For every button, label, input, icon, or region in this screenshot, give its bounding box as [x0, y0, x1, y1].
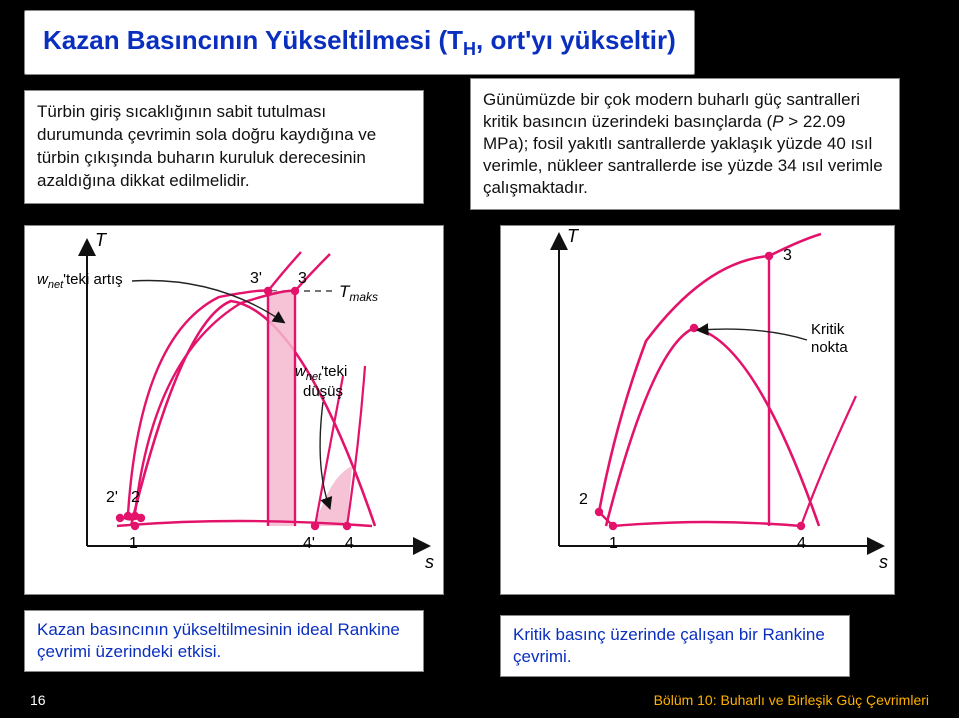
- left-text-card: Türbin giriş sıcaklığının sabit tutulmas…: [24, 90, 424, 204]
- slide: Kazan Basıncının Yükseltilmesi (TH, ort'…: [0, 0, 959, 718]
- ts-diagram-left-svg: s T Tmaks 1 2 2' 3 3' 4 4' wnet'teki artış wnet'tek…: [25, 226, 445, 596]
- svg-text:wnet'teki artış: wnet'teki artış: [37, 271, 123, 291]
- svg-text:4': 4': [303, 535, 315, 552]
- svg-text:4: 4: [797, 535, 806, 552]
- svg-text:3: 3: [783, 247, 792, 264]
- svg-text:wnet'teki: wnet'teki: [295, 363, 347, 383]
- caption-right: Kritik basınç üzerinde çalışan bir Ranki…: [500, 615, 850, 677]
- ts-diagram-right-svg: s T 1 2 3 4 Kritiknokta: [501, 226, 896, 596]
- page-number: 16: [30, 692, 46, 708]
- svg-text:1: 1: [609, 535, 618, 552]
- svg-text:T: T: [95, 230, 108, 250]
- title-sub: H: [463, 39, 476, 59]
- svg-text:s: s: [879, 552, 888, 572]
- svg-text:4: 4: [345, 535, 354, 552]
- ts-diagram-right: s T 1 2 3 4 Kritiknokta: [500, 225, 895, 595]
- right-text-card: Günümüzde bir çok modern buharlı güç san…: [470, 78, 900, 210]
- svg-text:2: 2: [131, 489, 140, 506]
- svg-text:Tmaks: Tmaks: [339, 282, 378, 304]
- right-text-ital: P: [772, 112, 783, 131]
- title-prefix: Kazan Basıncının Yükseltilmesi (T: [43, 25, 463, 55]
- svg-text:T: T: [567, 226, 580, 246]
- caption-right-text: Kritik basınç üzerinde çalışan bir Ranki…: [513, 625, 825, 666]
- ts-diagram-left: s T Tmaks 1 2 2' 3 3' 4 4' wnet'teki artış wnet'tek…: [24, 225, 444, 595]
- svg-text:nokta: nokta: [811, 339, 848, 356]
- svg-text:s: s: [425, 552, 434, 572]
- left-text: Türbin giriş sıcaklığının sabit tutulmas…: [37, 102, 376, 190]
- chapter-label: Bölüm 10: Buharlı ve Birleşik Güç Çevrim…: [654, 692, 929, 708]
- svg-text:3': 3': [250, 270, 262, 287]
- svg-text:1: 1: [129, 535, 138, 552]
- svg-text:Kritik: Kritik: [811, 321, 845, 338]
- title-suffix: , ort'yı yükseltir): [476, 25, 676, 55]
- caption-left: Kazan basıncının yükseltilmesinin ideal …: [24, 610, 424, 672]
- title-card: Kazan Basıncının Yükseltilmesi (TH, ort'…: [24, 10, 695, 75]
- svg-text:2': 2': [106, 489, 118, 506]
- svg-text:2: 2: [579, 491, 588, 508]
- caption-left-text: Kazan basıncının yükseltilmesinin ideal …: [37, 620, 400, 661]
- svg-text:düşüş: düşüş: [303, 383, 343, 400]
- svg-text:3: 3: [298, 270, 307, 287]
